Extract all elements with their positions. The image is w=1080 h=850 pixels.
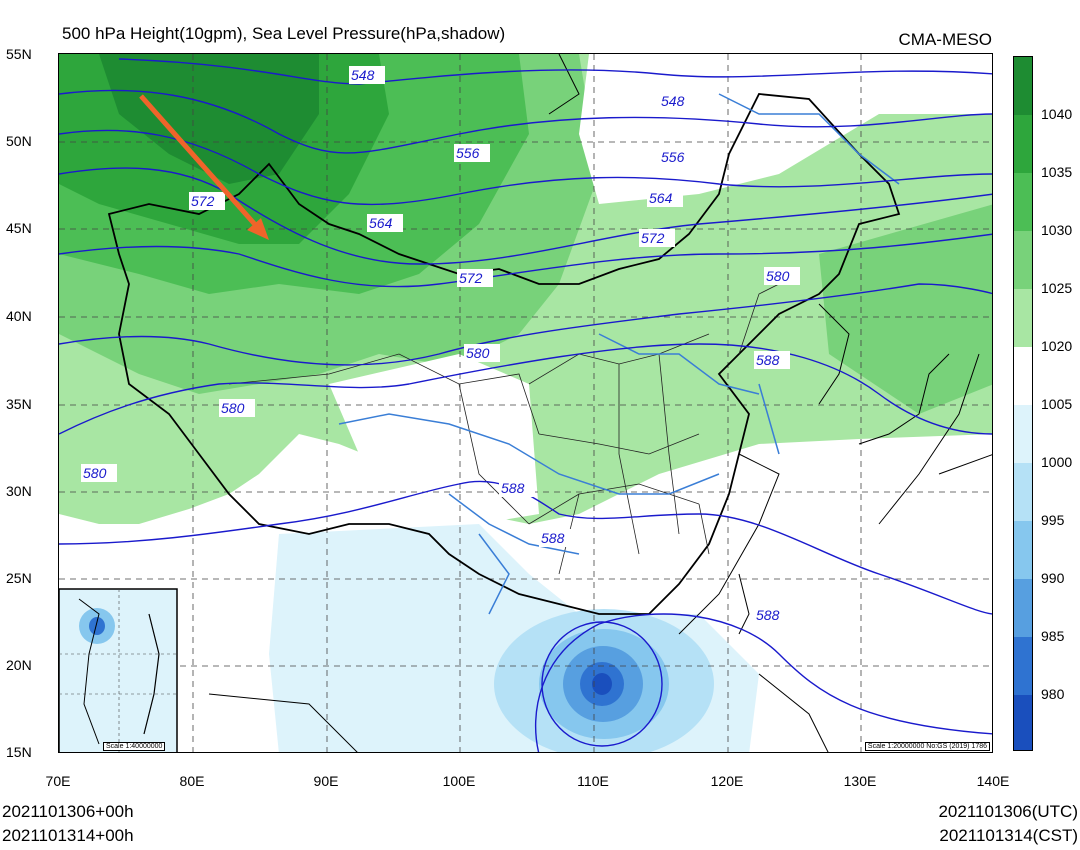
svg-text:572: 572 (191, 193, 215, 209)
colorbar-label: 1020 (1041, 338, 1073, 354)
coastlines (208, 54, 992, 752)
pressure-shade-white-ne (579, 54, 992, 204)
svg-text:548: 548 (661, 93, 685, 109)
contour-label-588-d: 588 (754, 606, 790, 624)
contour-label-556-a: 556 (454, 144, 490, 162)
pressure-shade-1040 (99, 54, 319, 184)
colorbar-segment (1014, 347, 1032, 405)
graticule (59, 54, 992, 752)
svg-text:588: 588 (756, 607, 780, 623)
colorbar-segment (1014, 57, 1032, 115)
colorbar-segment (1014, 695, 1032, 750)
pressure-shade-980 (592, 673, 612, 695)
contour-label-588-b: 588 (539, 529, 575, 547)
colorbar-label: 1025 (1041, 280, 1073, 296)
svg-text:564: 564 (369, 215, 393, 231)
contour-label-580-c: 580 (81, 464, 117, 482)
cold-air-arrow (139, 94, 269, 240)
colorbar-label: 995 (1041, 512, 1065, 528)
colorbar (1013, 56, 1033, 751)
colorbar-segment (1014, 289, 1032, 347)
svg-text:564: 564 (649, 190, 673, 206)
rivers (338, 93, 900, 615)
contour-label-572-a: 572 (189, 192, 225, 210)
svg-text:580: 580 (83, 465, 107, 481)
lat-label: 50N (6, 133, 32, 149)
inset-scale: Scale 1:40000000 (103, 742, 166, 751)
lat-label: 30N (6, 483, 32, 499)
map-canvas: 548 548 556 556 564 564 572 572 572 580 … (59, 54, 992, 752)
lon-label: 90E (313, 773, 339, 789)
lat-label: 35N (6, 396, 32, 412)
init-time-left: 2021101306+00h (2, 802, 134, 821)
lon-label: 100E (442, 773, 476, 789)
contour-label-572-c: 572 (639, 229, 675, 247)
svg-text:572: 572 (641, 230, 665, 246)
contour-label-564-a: 564 (367, 214, 403, 232)
svg-text:580: 580 (766, 268, 790, 284)
contour-label-580-a: 580 (464, 344, 500, 362)
lat-label: 45N (6, 220, 32, 236)
svg-text:548: 548 (351, 67, 375, 83)
colorbar-segment (1014, 115, 1032, 173)
svg-text:580: 580 (221, 400, 245, 416)
lat-label: 55N (6, 46, 32, 62)
lon-label: 130E (843, 773, 877, 789)
lon-label: 110E (577, 773, 609, 789)
weather-map: 548 548 556 556 564 564 572 572 572 580 … (58, 53, 993, 753)
pressure-shade-1025-east (819, 204, 992, 414)
valid-time-cst: 2021101314(CST) (939, 826, 1078, 845)
colorbar-segment (1014, 231, 1032, 289)
svg-text:588: 588 (541, 530, 565, 546)
svg-text:588: 588 (501, 480, 525, 496)
contour-label-588-c: 588 (754, 351, 790, 369)
colorbar-label: 985 (1041, 628, 1065, 644)
model-source: CMA-MESO (898, 30, 993, 49)
colorbar-label: 1005 (1041, 396, 1073, 412)
colorbar-label: 980 (1041, 686, 1065, 702)
contour-label-580-b: 580 (219, 399, 255, 417)
colorbar-segment (1014, 463, 1032, 521)
colorbar-segment (1014, 579, 1032, 637)
china-border (107, 93, 901, 615)
contour-label-556-b: 556 (659, 148, 695, 166)
contour-label-572-b: 572 (457, 269, 493, 287)
contour-label-564-b: 564 (647, 189, 683, 207)
colorbar-label: 990 (1041, 570, 1065, 586)
map-scale: Scale 1:20000000 No:GS (2019) 1786 (864, 742, 990, 751)
map-title: 500 hPa Height(10gpm), Sea Level Pressur… (62, 24, 506, 43)
colorbar-segment (1014, 173, 1032, 231)
svg-text:556: 556 (456, 145, 480, 161)
lat-label: 15N (6, 744, 32, 760)
lon-label: 120E (710, 773, 744, 789)
contour-label-548-a: 548 (349, 66, 385, 84)
colorbar-segment (1014, 521, 1032, 579)
contour-label-580-d: 580 (764, 267, 800, 285)
valid-time-left: 2021101314+00h (2, 826, 134, 845)
lon-label: 80E (179, 773, 205, 789)
svg-text:588: 588 (756, 352, 780, 368)
colorbar-label: 1030 (1041, 222, 1073, 238)
colorbar-label: 1035 (1041, 164, 1073, 180)
colorbar-segment (1014, 637, 1032, 695)
lon-label: 70E (45, 773, 71, 789)
colorbar-label: 1000 (1041, 454, 1073, 470)
init-time-utc: 2021101306(UTC) (938, 802, 1078, 821)
contour-label-548-b: 548 (659, 92, 695, 110)
colorbar-segment (1014, 405, 1032, 463)
inset-map (59, 588, 178, 752)
svg-text:580: 580 (466, 345, 490, 361)
svg-text:572: 572 (459, 270, 483, 286)
contour-labels: 548 548 556 556 564 564 572 572 572 580 … (81, 66, 800, 624)
lat-label: 20N (6, 657, 32, 673)
svg-text:556: 556 (661, 149, 685, 165)
lat-label: 25N (6, 570, 32, 586)
lat-label: 40N (6, 308, 32, 324)
colorbar-label: 1040 (1041, 106, 1073, 122)
lon-label: 140E (976, 773, 1010, 789)
contour-label-588-a: 588 (499, 479, 535, 497)
